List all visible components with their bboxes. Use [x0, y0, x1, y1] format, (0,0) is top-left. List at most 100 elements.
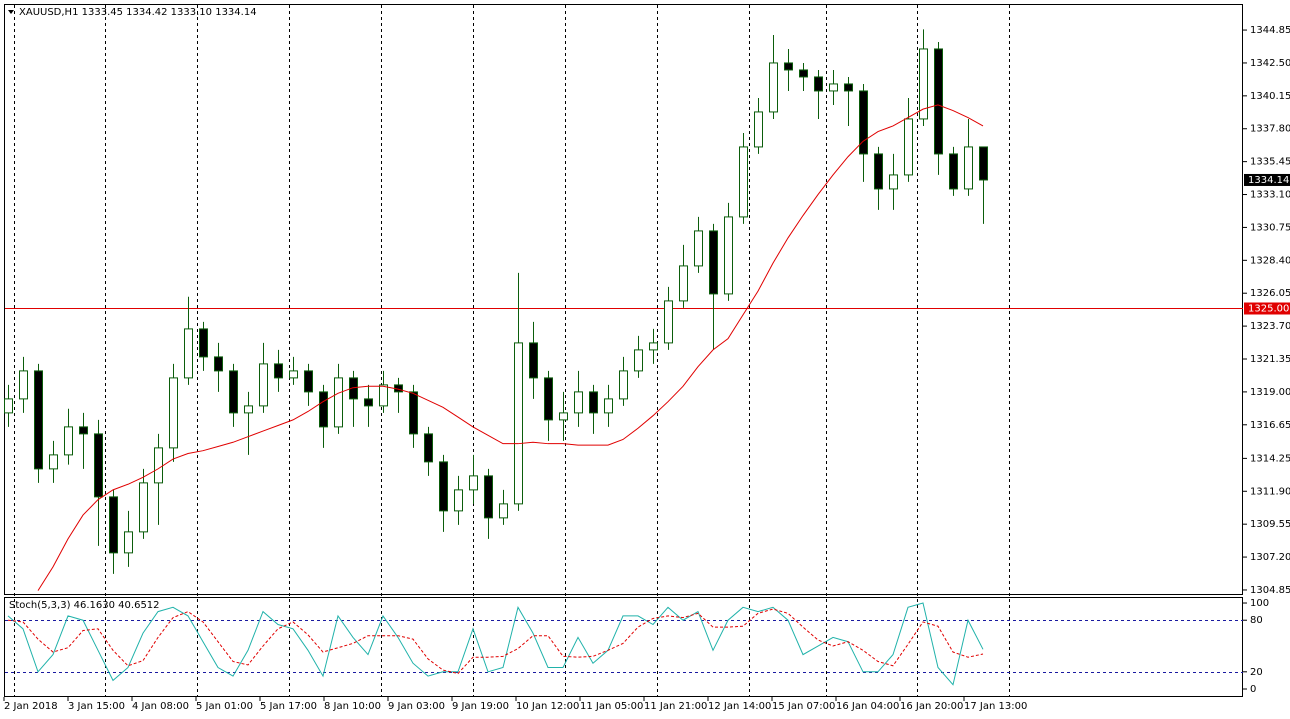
- y-tick-label: 20: [1250, 667, 1263, 678]
- candle-body: [334, 377, 343, 428]
- y-tick-label: 1328.40: [1250, 255, 1290, 266]
- candle-body: [634, 349, 643, 372]
- candle-body: [4, 398, 13, 414]
- candle-body: [889, 174, 898, 190]
- y-tick-label: 80: [1250, 615, 1263, 626]
- candle-body: [604, 398, 613, 414]
- candle-body: [739, 146, 748, 218]
- candle-body: [874, 153, 883, 190]
- y-tick-label: 1335.45: [1250, 157, 1290, 168]
- candle-body: [814, 76, 823, 92]
- x-tick-label: 15 Jan 07:00: [772, 701, 835, 712]
- candle-body: [754, 111, 763, 148]
- stoch-line: [7, 602, 984, 686]
- candle-body: [514, 342, 523, 505]
- candle-body: [769, 62, 778, 113]
- candle-body: [979, 146, 988, 181]
- menu-arrow: [8, 10, 14, 14]
- moving-average: [37, 104, 984, 591]
- candle-body: [649, 342, 658, 351]
- candle-body: [949, 153, 958, 190]
- candle-body: [289, 370, 298, 379]
- candle-body: [19, 370, 28, 400]
- candle-body: [919, 48, 928, 120]
- x-tick-label: 2 Jan 2018: [4, 701, 58, 712]
- y-tick-label: 1333.10: [1250, 190, 1290, 201]
- y-tick-label: 1337.80: [1250, 124, 1290, 135]
- candle-body: [664, 300, 673, 344]
- candle-body: [94, 433, 103, 498]
- stoch-line: [7, 608, 984, 675]
- candle-body: [964, 146, 973, 190]
- stoch-title: Stoch(5,3,3) 46.1630 40.6512: [9, 600, 160, 611]
- candle-body: [244, 405, 253, 414]
- candle-body: [139, 482, 148, 533]
- candle-body: [619, 370, 628, 400]
- y-tick-label: 1326.05: [1250, 288, 1290, 299]
- candle-body: [484, 475, 493, 519]
- candle-body: [454, 489, 463, 512]
- candle-body: [169, 377, 178, 449]
- last-price-box: [1244, 173, 1290, 186]
- candle-body: [229, 370, 238, 414]
- candle-body: [859, 90, 868, 155]
- candle-body: [109, 496, 118, 554]
- y-tick-label: 1311.90: [1250, 486, 1290, 497]
- y-tick-label: 1307.20: [1250, 552, 1290, 563]
- candle-body: [589, 391, 598, 414]
- y-tick-label: 100: [1250, 598, 1269, 609]
- y-tick-label: 1344.85: [1250, 25, 1290, 36]
- y-tick-label: 1304.85: [1250, 585, 1290, 596]
- candle-body: [544, 377, 553, 421]
- candle-body: [184, 328, 193, 379]
- y-tick-label: 1316.65: [1250, 420, 1290, 431]
- stoch-frame: [4, 597, 1243, 697]
- y-tick-label: 1330.75: [1250, 222, 1290, 233]
- y-tick-label: 1309.55: [1250, 519, 1290, 530]
- candle-body: [574, 391, 583, 414]
- candle-body: [79, 426, 88, 435]
- candle-body: [709, 230, 718, 295]
- y-tick-label: 1342.50: [1250, 58, 1290, 69]
- candle-body: [259, 363, 268, 407]
- price-level-box: [1244, 302, 1290, 315]
- x-tick-label: 5 Jan 17:00: [260, 701, 317, 712]
- candle-body: [799, 69, 808, 78]
- last-price-label: 1334.14: [1248, 175, 1289, 186]
- candle-body: [154, 447, 163, 484]
- candle-body: [439, 461, 448, 512]
- candle-body: [934, 48, 943, 155]
- x-tick-label: 3 Jan 15:00: [68, 701, 125, 712]
- x-tick-label: 16 Jan 04:00: [836, 701, 899, 712]
- y-tick-label: 1321.35: [1250, 354, 1290, 365]
- x-tick-label: 4 Jan 08:00: [132, 701, 189, 712]
- y-tick-label: 0: [1250, 684, 1256, 695]
- candle-body: [319, 391, 328, 428]
- candle-body: [424, 433, 433, 463]
- candle-body: [679, 265, 688, 302]
- candle-body: [694, 230, 703, 267]
- candle-body: [724, 216, 733, 295]
- candle-body: [499, 503, 508, 519]
- y-tick-label: 1314.25: [1250, 453, 1290, 464]
- candle-body: [214, 356, 223, 372]
- candle-body: [829, 83, 838, 92]
- candle-body: [784, 62, 793, 71]
- x-tick-label: 10 Jan 12:00: [516, 701, 579, 712]
- x-tick-label: 9 Jan 03:00: [388, 701, 445, 712]
- candle-body: [124, 531, 133, 554]
- candle-body: [529, 342, 538, 379]
- main-frame: [4, 4, 1243, 595]
- candle-body: [274, 363, 283, 379]
- x-tick-label: 16 Jan 20:00: [900, 701, 963, 712]
- candle-body: [379, 384, 388, 407]
- candle-body: [349, 377, 358, 400]
- price-level-label: 1325.00: [1248, 304, 1289, 315]
- y-tick-label: 1323.70: [1250, 321, 1290, 332]
- x-tick-label: 5 Jan 01:00: [196, 701, 253, 712]
- x-tick-label: 8 Jan 10:00: [324, 701, 381, 712]
- chart-title: XAUUSD,H1 1333.45 1334.42 1333.10 1334.1…: [19, 7, 257, 18]
- candle-body: [49, 454, 58, 470]
